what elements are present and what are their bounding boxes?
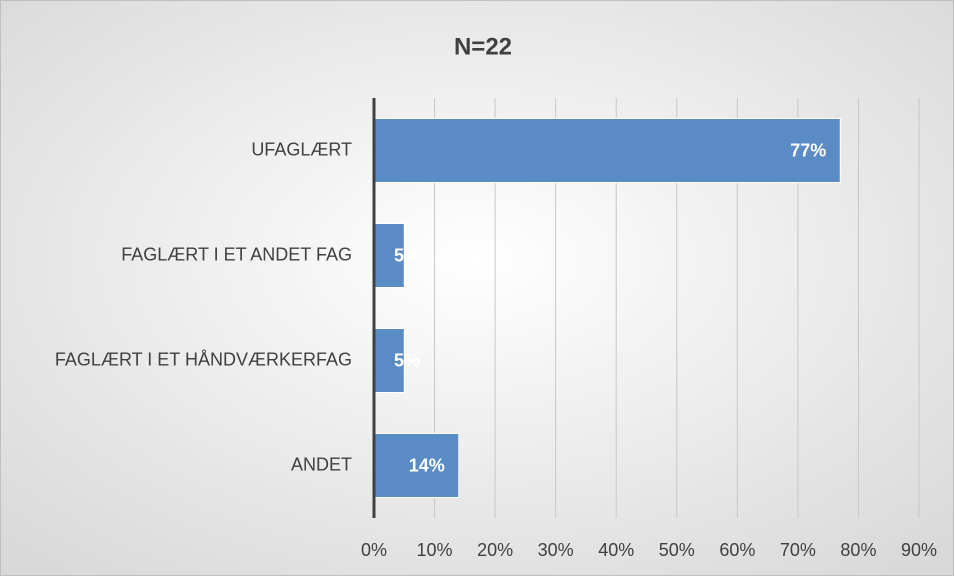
data-label: 14% <box>409 455 445 475</box>
y-tick-label: FAGLÆRT I ET HÅNDVÆRKERFAG <box>55 349 352 369</box>
x-tick-label: 10% <box>417 540 453 560</box>
data-label: 77% <box>790 140 826 160</box>
y-tick-label: FAGLÆRT I ET ANDET FAG <box>121 244 352 264</box>
x-tick-label: 70% <box>780 540 816 560</box>
y-tick-label: UFAGLÆRT <box>251 139 352 159</box>
bar <box>373 118 841 183</box>
x-tick-label: 30% <box>538 540 574 560</box>
x-tick-label: 50% <box>659 540 695 560</box>
x-tick-label: 40% <box>598 540 634 560</box>
x-tick-label: 20% <box>477 540 513 560</box>
x-tick-label: 60% <box>719 540 755 560</box>
x-tick-label: 0% <box>361 540 387 560</box>
y-tick-label: ANDET <box>291 454 352 474</box>
chart-title: N=22 <box>454 33 512 60</box>
x-tick-label: 80% <box>840 540 876 560</box>
bar <box>373 223 405 288</box>
x-tick-label: 90% <box>901 540 937 560</box>
data-label: 5% <box>394 350 420 370</box>
data-label: 5% <box>394 245 420 265</box>
